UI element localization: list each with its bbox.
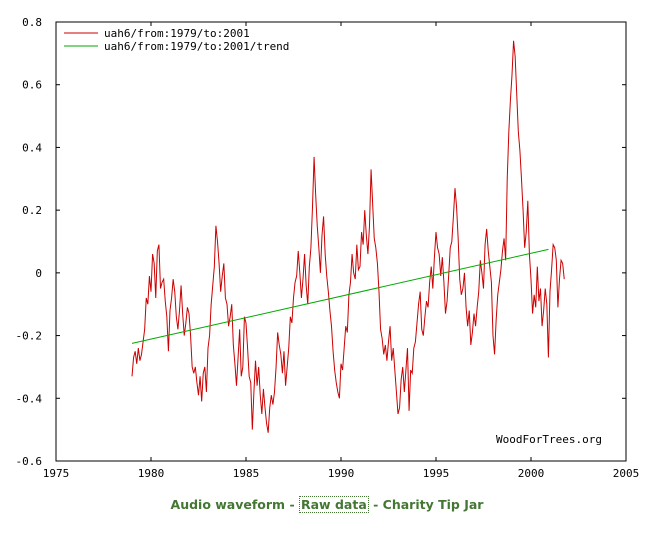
x-tick-label: 2005 — [613, 467, 640, 480]
charity-tip-jar-link[interactable]: Charity Tip Jar — [382, 497, 484, 512]
x-tick-label: 1980 — [138, 467, 165, 480]
footer-separator: - — [368, 497, 383, 512]
y-axis-ticks: 0.8 0.6 0.4 0.2 0 -0.2 -0.4 -0.6 — [16, 16, 626, 468]
x-tick-label: 1985 — [233, 467, 260, 480]
watermark-text: WoodForTrees.org — [496, 433, 602, 446]
footer-separator: - — [285, 497, 299, 512]
legend-label: uah6/from:1979/to:2001/trend — [104, 40, 289, 53]
series-line-data — [131, 40, 565, 433]
raw-data-link[interactable]: Raw data — [299, 496, 369, 513]
y-tick-label: 0.6 — [22, 79, 42, 92]
audio-waveform-link[interactable]: Audio waveform — [170, 497, 286, 512]
series-line-trend — [131, 248, 549, 344]
x-axis-ticks: 1975 1980 1985 1990 1995 2000 2005 — [43, 22, 640, 480]
y-tick-label: -0.4 — [16, 392, 43, 405]
footer-links: Audio waveform - Raw data - Charity Tip … — [0, 496, 654, 513]
chart: 1975 1980 1985 1990 1995 2000 2005 0.80.60.40.… — [16, 16, 640, 480]
y-tick-label: -0.6 — [16, 455, 43, 468]
legend-label: uah6/from:1979/to:2001 — [104, 27, 250, 40]
x-tick-label: 1990 — [328, 467, 355, 480]
legend: uah6/from:1979/to:2001uah6/from:1979/to:… — [64, 27, 289, 53]
x-tick-label: 1975 — [43, 467, 70, 480]
x-tick-label: 1995 — [423, 467, 450, 480]
y-tick-label: 0 — [35, 267, 42, 280]
plot-area-frame — [55, 21, 627, 462]
y-tick-label: 0.2 — [22, 204, 42, 217]
x-tick-label: 2000 — [518, 467, 545, 480]
y-tick-label: 0.8 — [22, 16, 42, 29]
y-tick-label: 0.4 — [22, 141, 42, 154]
y-tick-label: -0.2 — [16, 330, 43, 343]
series-group — [131, 40, 565, 433]
